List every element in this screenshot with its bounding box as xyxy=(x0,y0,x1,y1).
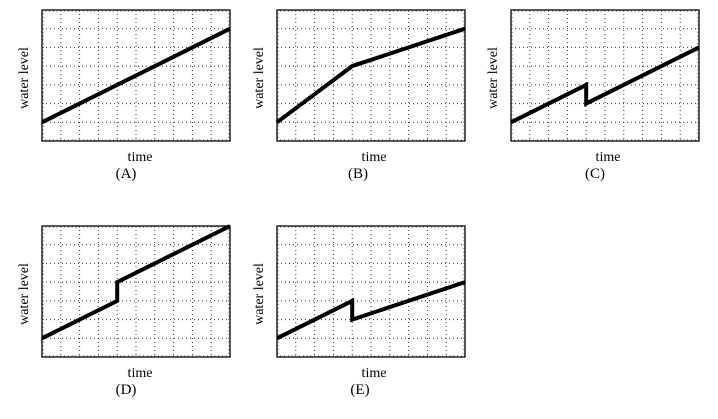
chart-d-xlabel: time xyxy=(127,366,153,381)
chart-a-ylabel: water level xyxy=(17,47,32,109)
chart-e-plot xyxy=(276,225,466,358)
water-level-line xyxy=(275,26,466,124)
chart-b-xlabel: time xyxy=(361,150,387,165)
chart-a: water level time (A) xyxy=(0,0,235,200)
chart-d-caption: (D) xyxy=(115,382,137,398)
water-level-line xyxy=(41,224,231,341)
water-level-line xyxy=(41,26,231,125)
chart-b-plot xyxy=(275,9,466,142)
chart-b-caption: (B) xyxy=(348,166,368,182)
chart-e-caption: (E) xyxy=(350,382,370,398)
chart-b: water level time (B) xyxy=(235,0,470,200)
chart-c-ylabel: water level xyxy=(486,47,501,109)
chart-d: water level time (D) xyxy=(0,216,235,416)
plot-frame xyxy=(510,9,700,142)
chart-d-ylabel: water level xyxy=(17,263,32,325)
chart-a-plot xyxy=(41,9,231,142)
chart-a-xlabel: time xyxy=(127,150,153,165)
chart-d-plot xyxy=(41,224,231,358)
chart-e-xlabel: time xyxy=(361,366,387,381)
chart-c-xlabel: time xyxy=(595,150,621,165)
chart-c-caption: (C) xyxy=(585,166,605,182)
plot-frame xyxy=(41,9,231,142)
chart-c: water level time (C) xyxy=(469,0,704,200)
plot-frame xyxy=(41,225,231,358)
plot-frame xyxy=(276,9,466,142)
chart-a-caption: (A) xyxy=(115,166,137,182)
water-level-line xyxy=(510,45,700,125)
chart-b-ylabel: water level xyxy=(252,47,267,109)
chart-c-plot xyxy=(510,9,700,142)
plot-frame xyxy=(276,225,466,358)
chart-e: water level time (E) xyxy=(235,216,470,416)
water-level-line xyxy=(276,280,466,341)
chart-e-ylabel: water level xyxy=(252,263,267,325)
